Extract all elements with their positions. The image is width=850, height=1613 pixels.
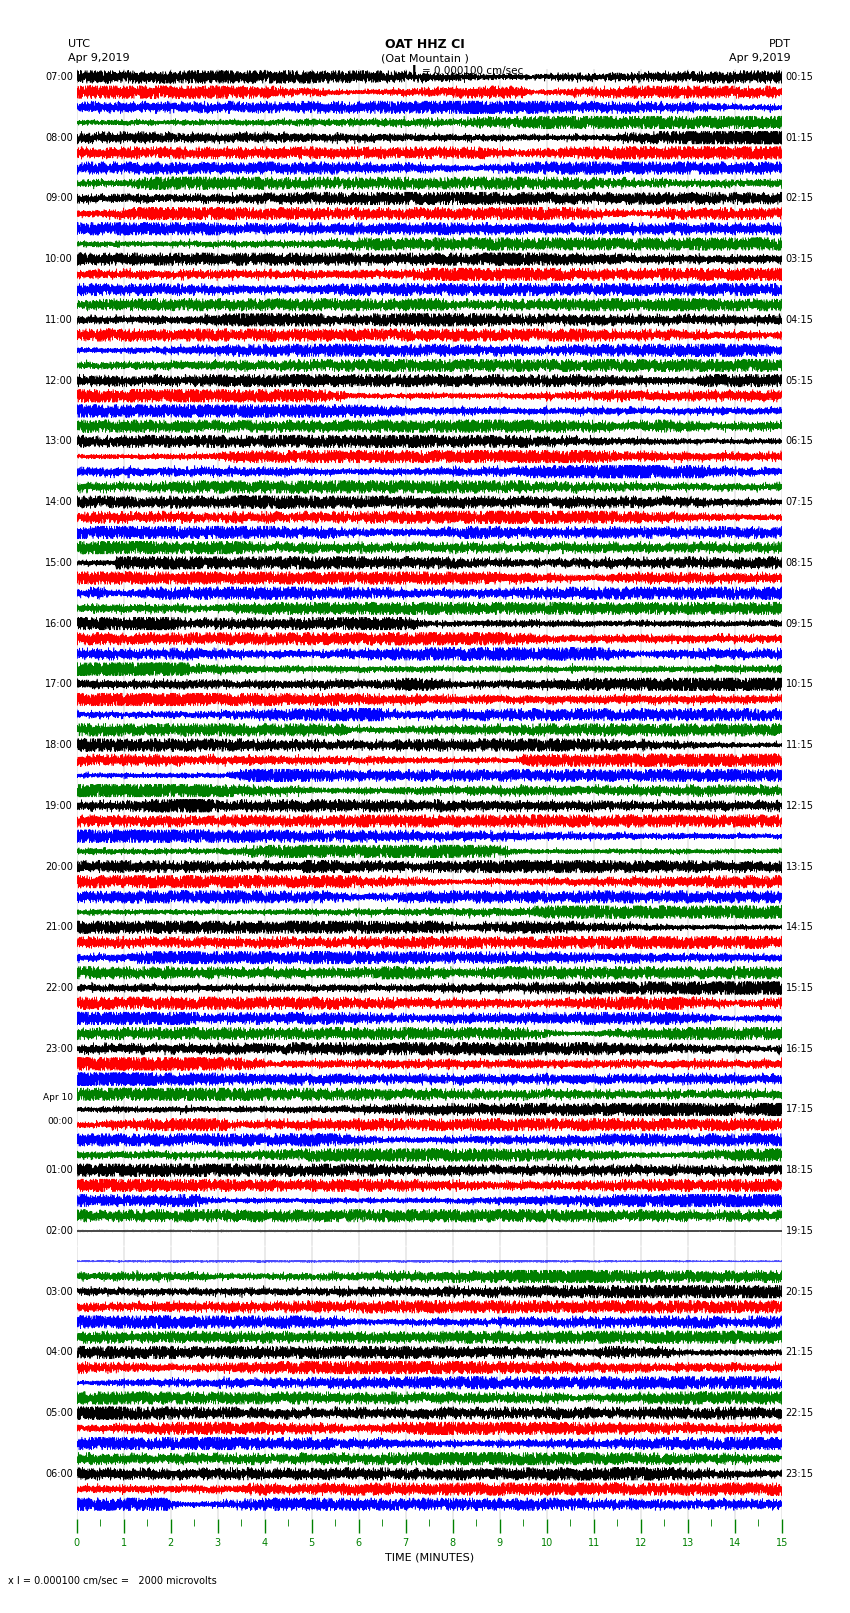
Text: 00:15: 00:15: [785, 73, 813, 82]
Text: 10:15: 10:15: [785, 679, 813, 689]
Text: 23:00: 23:00: [45, 1044, 73, 1053]
Text: 03:15: 03:15: [785, 255, 813, 265]
Text: 18:15: 18:15: [785, 1165, 813, 1176]
Text: 11:00: 11:00: [45, 315, 73, 324]
Text: 11:15: 11:15: [785, 740, 813, 750]
Text: 19:15: 19:15: [785, 1226, 813, 1236]
Text: 06:15: 06:15: [785, 437, 813, 447]
Text: 04:15: 04:15: [785, 315, 813, 324]
Text: Apr 9,2019: Apr 9,2019: [728, 53, 790, 63]
Text: 10:00: 10:00: [45, 255, 73, 265]
Text: 05:00: 05:00: [45, 1408, 73, 1418]
Text: 23:15: 23:15: [785, 1469, 813, 1479]
Text: 05:15: 05:15: [785, 376, 813, 386]
Text: Apr 10: Apr 10: [43, 1094, 73, 1102]
Text: I: I: [411, 65, 416, 77]
Text: (Oat Mountain ): (Oat Mountain ): [381, 53, 469, 63]
Text: 02:15: 02:15: [785, 194, 813, 203]
X-axis label: TIME (MINUTES): TIME (MINUTES): [385, 1552, 473, 1563]
Text: Apr 9,2019: Apr 9,2019: [68, 53, 129, 63]
Text: 09:00: 09:00: [45, 194, 73, 203]
Text: 21:15: 21:15: [785, 1347, 813, 1358]
Text: 01:00: 01:00: [45, 1165, 73, 1176]
Text: UTC: UTC: [68, 39, 90, 50]
Text: 08:00: 08:00: [45, 132, 73, 142]
Text: 20:15: 20:15: [785, 1287, 813, 1297]
Text: 03:00: 03:00: [45, 1287, 73, 1297]
Text: 18:00: 18:00: [45, 740, 73, 750]
Text: 00:00: 00:00: [47, 1116, 73, 1126]
Text: OAT HHZ CI: OAT HHZ CI: [385, 37, 465, 52]
Text: 15:00: 15:00: [45, 558, 73, 568]
Text: 01:15: 01:15: [785, 132, 813, 142]
Text: 13:00: 13:00: [45, 437, 73, 447]
Text: 22:00: 22:00: [45, 982, 73, 994]
Text: 07:00: 07:00: [45, 73, 73, 82]
Text: 16:00: 16:00: [45, 618, 73, 629]
Text: 17:15: 17:15: [785, 1105, 813, 1115]
Text: 08:15: 08:15: [785, 558, 813, 568]
Text: 15:15: 15:15: [785, 982, 813, 994]
Text: 19:00: 19:00: [45, 800, 73, 811]
Text: 06:00: 06:00: [45, 1469, 73, 1479]
Text: 21:00: 21:00: [45, 923, 73, 932]
Text: 14:00: 14:00: [45, 497, 73, 506]
Text: 12:00: 12:00: [45, 376, 73, 386]
Text: 13:15: 13:15: [785, 861, 813, 871]
Text: 12:15: 12:15: [785, 800, 813, 811]
Text: = 0.000100 cm/sec: = 0.000100 cm/sec: [422, 66, 524, 76]
Text: 04:00: 04:00: [45, 1347, 73, 1358]
Text: 14:15: 14:15: [785, 923, 813, 932]
Text: 22:15: 22:15: [785, 1408, 813, 1418]
Text: 02:00: 02:00: [45, 1226, 73, 1236]
Text: x I = 0.000100 cm/sec =   2000 microvolts: x I = 0.000100 cm/sec = 2000 microvolts: [8, 1576, 218, 1586]
Text: PDT: PDT: [768, 39, 790, 50]
Text: 07:15: 07:15: [785, 497, 813, 506]
Text: 17:00: 17:00: [45, 679, 73, 689]
Text: 20:00: 20:00: [45, 861, 73, 871]
Text: 16:15: 16:15: [785, 1044, 813, 1053]
Text: 09:15: 09:15: [785, 618, 813, 629]
